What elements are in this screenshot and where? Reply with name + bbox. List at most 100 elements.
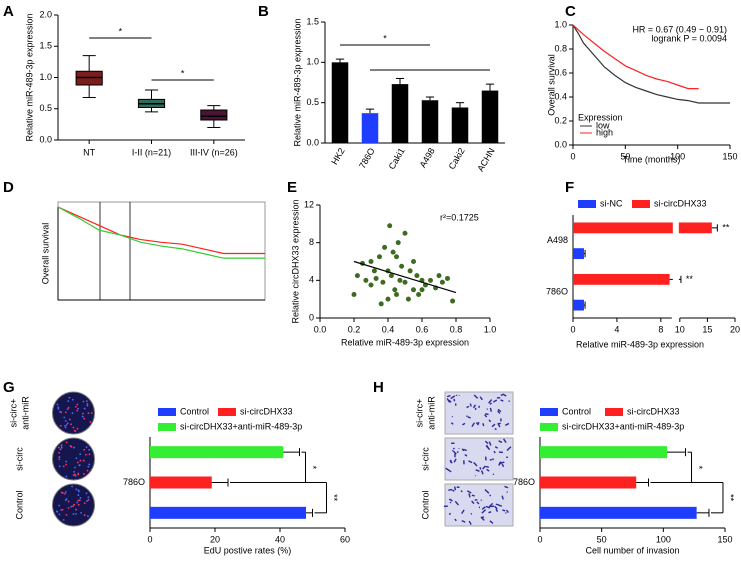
x-tick-label: 100 xyxy=(670,151,685,161)
y-tick-label: 1.0 xyxy=(554,19,567,29)
cell-dot xyxy=(71,485,74,488)
cell-dot xyxy=(58,465,61,468)
cell-dot xyxy=(58,451,61,454)
x-axis-label: Cell number of invasion xyxy=(585,545,679,555)
cell-dot xyxy=(75,488,78,491)
cell-dot xyxy=(72,513,75,515)
cell xyxy=(485,505,491,509)
cell-dot xyxy=(90,412,93,414)
cell-dot xyxy=(79,453,82,456)
cell-dot xyxy=(64,492,66,495)
cell-dot xyxy=(73,473,76,476)
cell-dot xyxy=(68,418,71,421)
cell xyxy=(480,499,483,502)
cell xyxy=(500,399,504,402)
point xyxy=(373,275,379,281)
bar xyxy=(331,62,349,144)
image-label: si-circ xyxy=(420,447,430,471)
legend-swatch xyxy=(632,200,650,208)
annotation: logrank P = 0.0094 xyxy=(651,33,727,43)
cell-dot xyxy=(87,412,90,415)
cell-dot xyxy=(75,513,77,515)
cell xyxy=(505,422,510,426)
panel-label: E xyxy=(287,179,297,196)
cell xyxy=(486,468,490,472)
cell xyxy=(473,461,478,467)
significance: * xyxy=(383,33,387,43)
cell-dot xyxy=(72,505,74,508)
cell xyxy=(489,407,493,412)
cell-dot xyxy=(82,400,85,403)
cell xyxy=(447,469,452,473)
x-tick-label: 0.4 xyxy=(382,324,395,334)
cell xyxy=(451,449,454,452)
cell-dot xyxy=(72,426,75,429)
cell xyxy=(464,454,468,457)
cell xyxy=(476,501,480,505)
cell-dot xyxy=(63,424,66,427)
point xyxy=(411,259,416,264)
cell-dot xyxy=(58,504,61,507)
cell xyxy=(484,489,490,494)
legend-swatch xyxy=(158,408,176,416)
legend-label: Control xyxy=(562,406,591,416)
x-tick-label: 0.6 xyxy=(416,324,429,334)
category-label: 786O xyxy=(546,287,568,297)
cell-dot xyxy=(87,498,90,501)
cell-dot xyxy=(60,491,63,494)
x-tick-label: 10 xyxy=(675,324,685,334)
cell xyxy=(491,423,496,428)
cell-dot xyxy=(82,459,85,462)
significance: * xyxy=(308,466,318,470)
image-label: Control xyxy=(420,490,430,519)
x-axis-label: Relative miR-489-3p expression xyxy=(341,337,469,347)
x-tick-label: 0.2 xyxy=(348,324,361,334)
cell xyxy=(481,506,486,510)
y-axis-label: Relative miR-489-3p expression xyxy=(24,13,34,141)
cell xyxy=(505,509,509,514)
cell xyxy=(480,516,485,521)
x-tick-label: 15 xyxy=(702,324,712,334)
cell xyxy=(500,461,505,465)
cell xyxy=(489,402,493,405)
cell xyxy=(473,394,479,399)
cell-dot xyxy=(86,404,89,407)
cell xyxy=(482,465,486,470)
y-tick-label: 0.0 xyxy=(39,134,52,144)
cell-dot xyxy=(85,453,87,456)
legend-label: Control xyxy=(180,406,209,416)
cell-dot xyxy=(80,511,82,514)
cell-dot xyxy=(62,519,65,521)
cell-dot xyxy=(75,508,77,511)
y-tick-label: 4 xyxy=(309,275,314,285)
cell-dot xyxy=(83,473,85,475)
cell-dot xyxy=(79,459,82,462)
cell-dot xyxy=(60,446,63,449)
cell xyxy=(495,503,501,507)
cell xyxy=(482,422,485,427)
x-tick-label: 4 xyxy=(614,324,619,334)
point xyxy=(402,279,408,285)
survival-curve xyxy=(572,24,699,90)
significance: * xyxy=(119,26,123,36)
bar xyxy=(540,446,668,459)
legend-label: high xyxy=(596,127,613,137)
cell xyxy=(465,415,468,418)
cell xyxy=(501,495,504,500)
cell-dot xyxy=(65,498,68,501)
cell-dot xyxy=(87,515,89,517)
bar xyxy=(573,248,584,260)
bar xyxy=(150,506,306,519)
point xyxy=(351,291,357,297)
cell xyxy=(453,458,457,463)
cell-dot xyxy=(57,407,60,410)
legend-label: si-circDHX33 xyxy=(654,198,707,208)
x-tick-label: III-IV (n=26) xyxy=(190,147,238,157)
cell-dot xyxy=(65,463,68,466)
point xyxy=(445,275,450,281)
cell-dot xyxy=(64,411,67,414)
cell-dot xyxy=(65,475,68,478)
cell-dot xyxy=(79,497,82,499)
legend-label: si-circDHX33 xyxy=(240,406,293,416)
